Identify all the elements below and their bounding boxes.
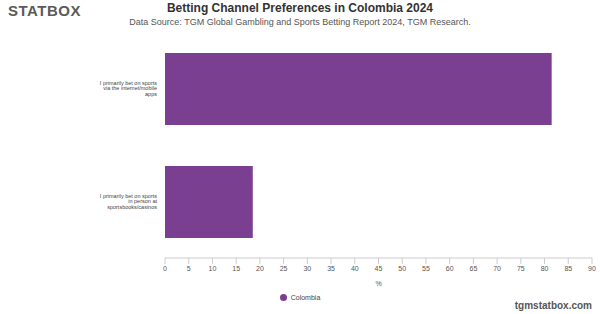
- svg-text:0: 0: [163, 265, 167, 272]
- svg-text:15: 15: [232, 265, 240, 272]
- html-text:tgmstatbox.com: tgmstatbox.com: [514, 300, 592, 311]
- svg-text:45: 45: [375, 265, 383, 272]
- svg-text:25: 25: [280, 265, 288, 272]
- svg-text:5: 5: [187, 265, 191, 272]
- svg-text:35: 35: [327, 265, 335, 272]
- svg-text:%: %: [375, 280, 381, 287]
- svg-text:90: 90: [588, 265, 592, 272]
- svg-text:I primarily bet on sportsin pe: I primarily bet on sportsin person atspo…: [100, 193, 158, 210]
- svg-text:60: 60: [446, 265, 454, 272]
- svg-text:65: 65: [469, 265, 477, 272]
- svg-text:85: 85: [564, 265, 572, 272]
- svg-text:50: 50: [398, 265, 406, 272]
- svg-text:80: 80: [541, 265, 549, 272]
- html-text:STATBOX: STATBOX: [8, 2, 81, 19]
- html-text:Data Source: TGM Global Gambli: Data Source: TGM Global Gambling and Spo…: [129, 17, 471, 27]
- html-text:Betting Channel Preferences in: Betting Channel Preferences in Colombia …: [167, 1, 433, 15]
- svg-text:I primarily bet on sportsvia t: I primarily bet on sportsvia the interne…: [100, 80, 157, 97]
- svg-text:20: 20: [256, 265, 264, 272]
- svg-text:10: 10: [209, 265, 217, 272]
- svg-text:40: 40: [351, 265, 359, 272]
- svg-text:75: 75: [517, 265, 525, 272]
- svg-text:70: 70: [493, 265, 501, 272]
- html-text:Colombia: Colombia: [290, 294, 321, 301]
- svg-text:55: 55: [422, 265, 430, 272]
- svg-text:30: 30: [303, 265, 311, 272]
